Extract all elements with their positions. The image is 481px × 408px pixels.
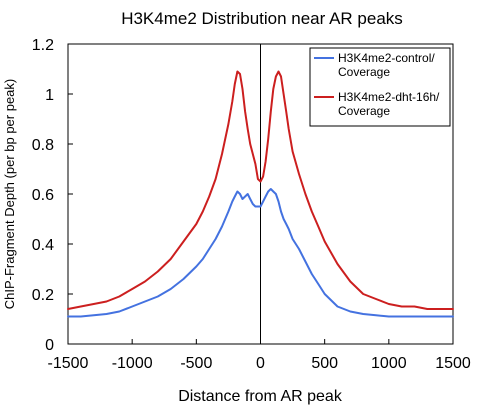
y-tick-label: 1 (45, 87, 54, 104)
legend: H3K4me2-control/Coverage H3K4me2-dht-16h/… (309, 47, 451, 127)
y-tick-label: 0.2 (32, 287, 54, 304)
x-tick-group: -1500 -1000 -500 0 500 1000 1500 (48, 339, 471, 372)
x-tick-label: 0 (256, 355, 265, 372)
x-tick-label: -1500 (48, 355, 89, 372)
legend-label-1: H3K4me2-control/Coverage (338, 51, 435, 79)
x-tick-label: 1000 (371, 355, 407, 372)
x-tick-label: -500 (180, 355, 212, 372)
series-line-1 (67, 188, 454, 318)
series-line-2 (67, 70, 454, 310)
x-tick-label: -1000 (112, 355, 153, 372)
x-tick-label: 500 (311, 355, 338, 372)
y-tick-label: 0.8 (32, 137, 54, 154)
y-tick-label: 0 (45, 337, 54, 354)
series-group (67, 70, 454, 318)
legend-label-2: H3K4me2-dht-16h/Coverage (338, 90, 440, 118)
x-tick-label: 1500 (435, 355, 471, 372)
y-tick-label: 0.4 (32, 237, 54, 254)
y-tick-group: 0 0.2 0.4 0.6 0.8 1 1.2 (32, 37, 73, 354)
y-axis-label: ChIP-Fragment Depth (per bp per peak) (2, 79, 17, 310)
y-tick-label: 0.6 (32, 187, 54, 204)
x-axis-label: Distance from AR peak (178, 388, 343, 405)
legend-box (309, 47, 451, 127)
y-tick-label: 1.2 (32, 37, 54, 54)
chart-title: H3K4me2 Distribution near AR peaks (121, 9, 403, 28)
